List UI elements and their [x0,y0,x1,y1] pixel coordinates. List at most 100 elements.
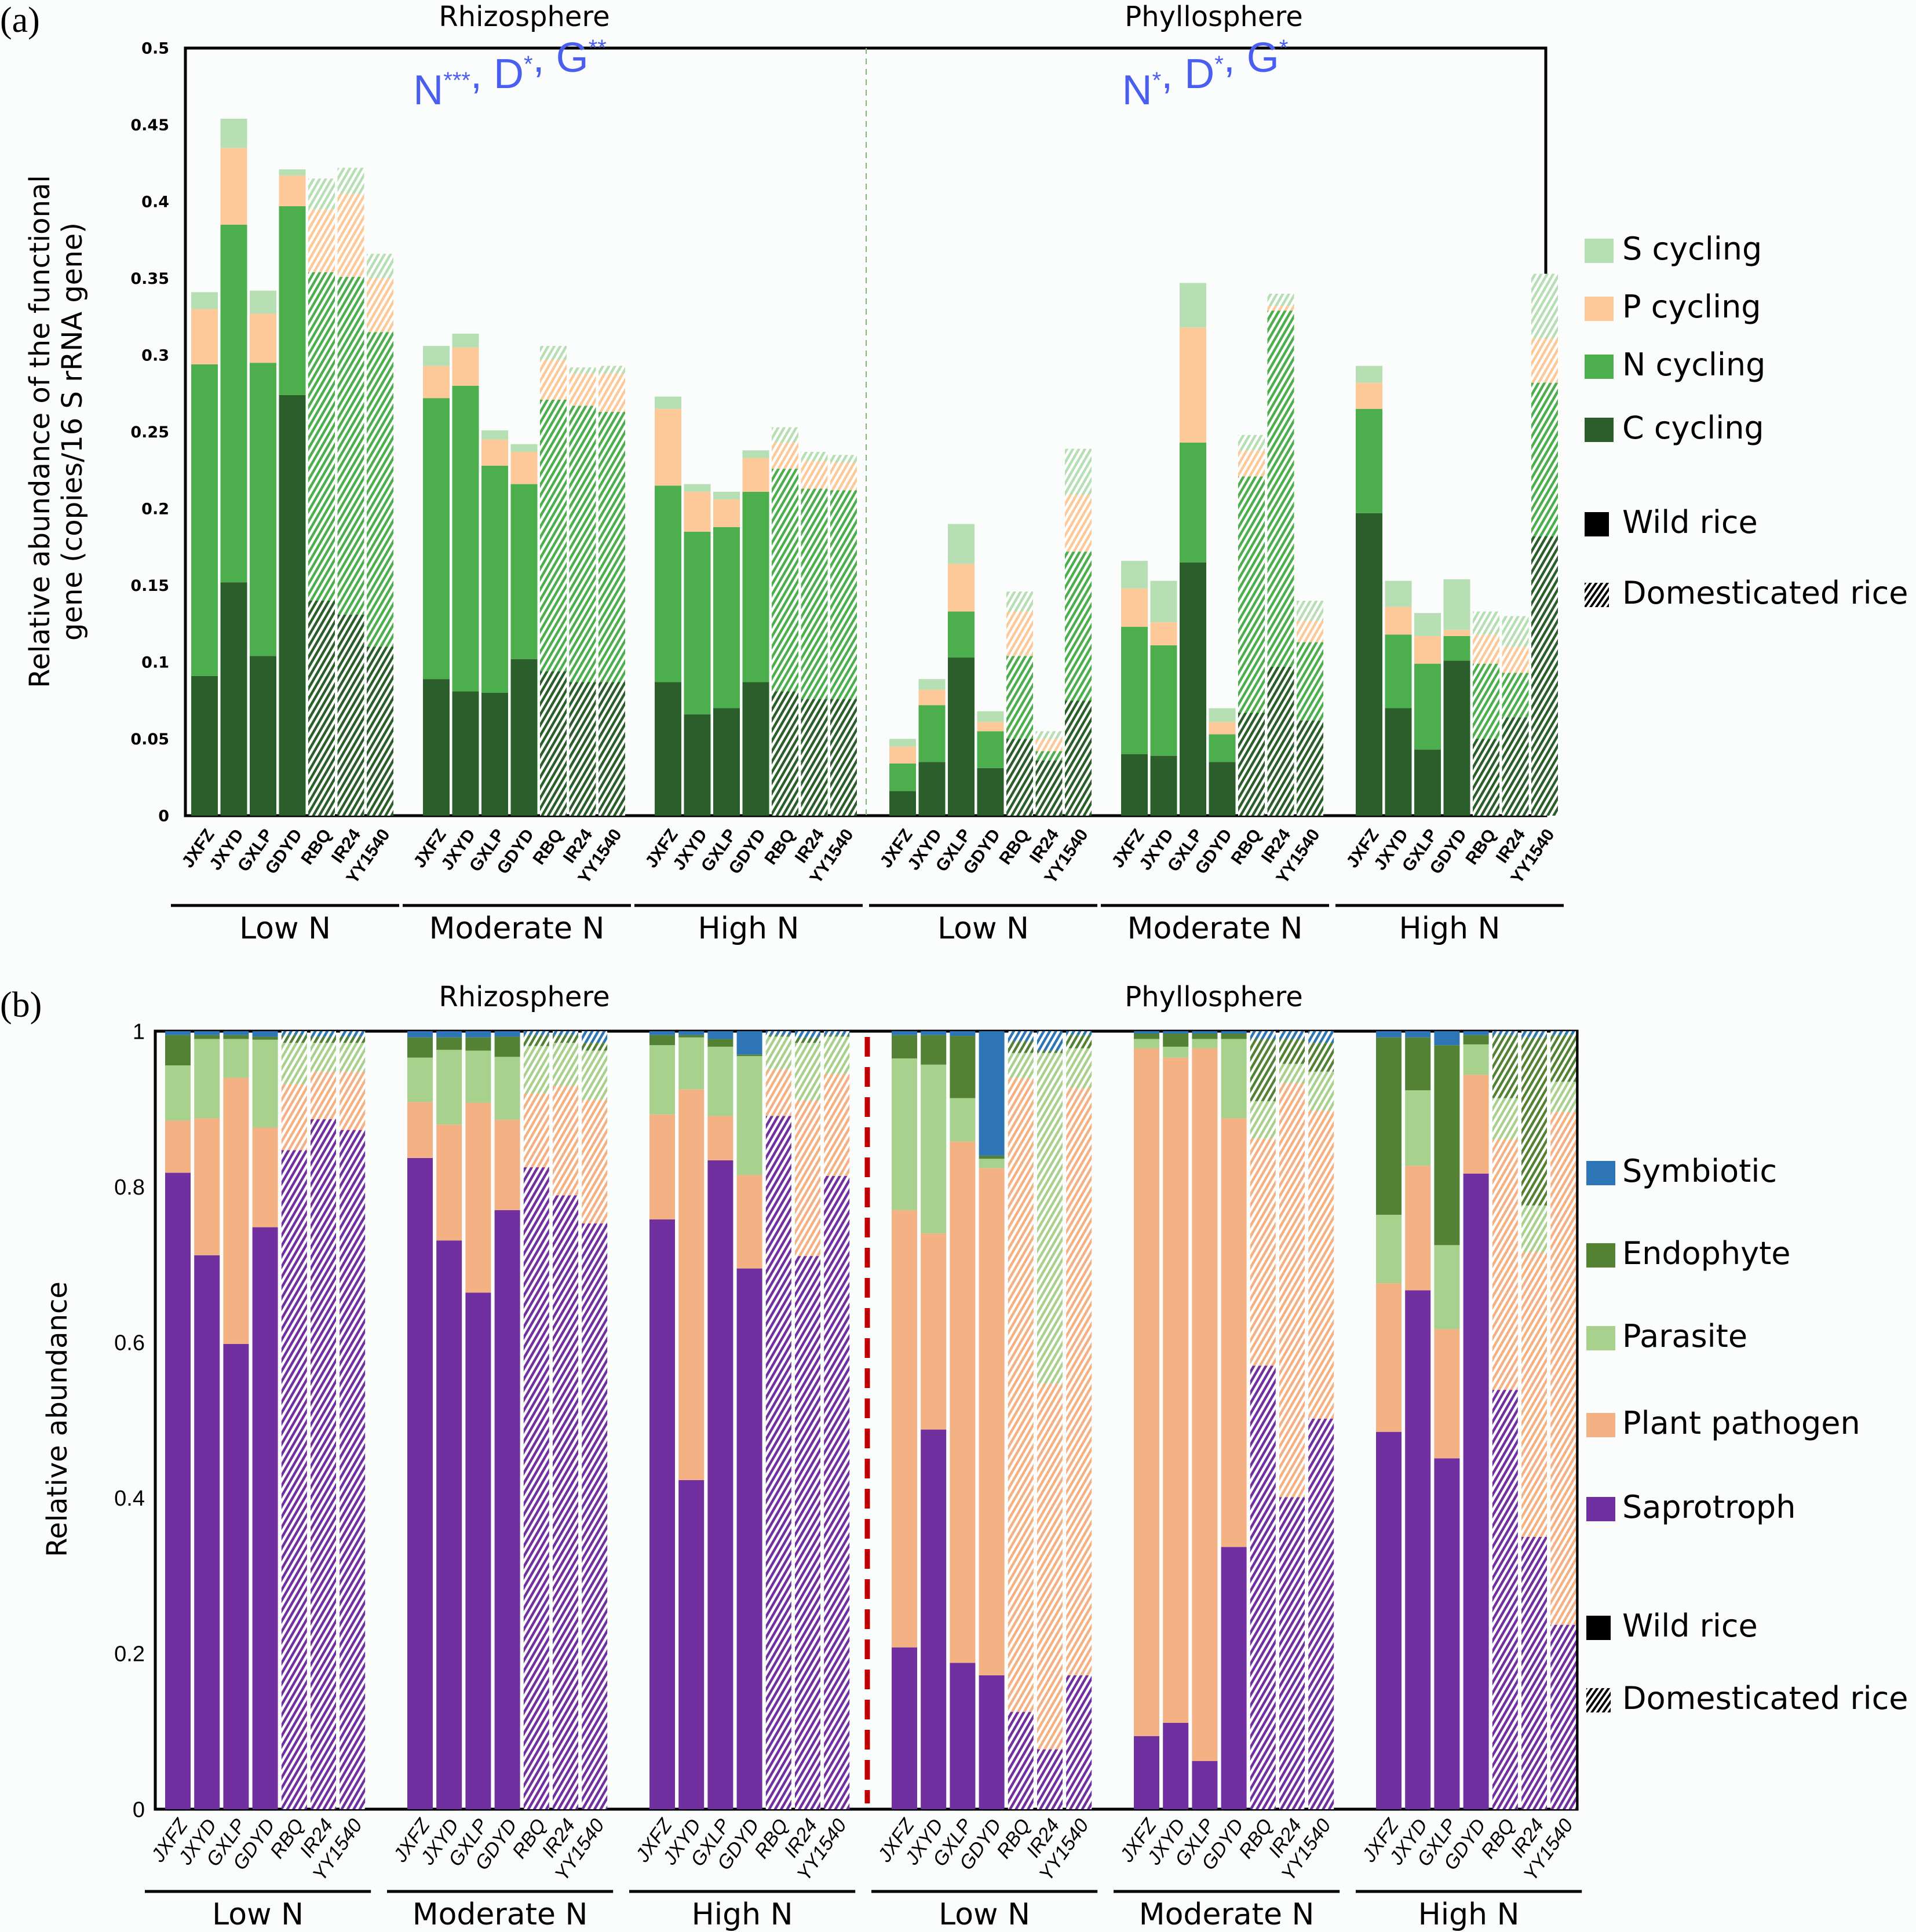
bar-segment-saprotroph [1250,1365,1276,1809]
bar-segment-saprotroph [1405,1290,1431,1809]
bar-segment-endophyte [1066,1035,1092,1049]
bar-segment-c-cycling [191,675,218,816]
bar-segment-plant-pathogen [1376,1283,1402,1432]
bar-segment-s-cycling [1150,580,1177,623]
bar-segment-c-cycling [1531,536,1558,816]
bar-segment-symbiotic [165,1031,191,1035]
annotation-factor: N [1122,67,1152,114]
bar-segment-n-cycling [713,527,740,708]
legend-label: Domesticated rice [1622,1680,1908,1716]
bar-segment-p-cycling [1414,636,1441,664]
bar-segment-c-cycling [510,659,538,816]
x-tick-label: RBQ [995,826,1033,868]
y-tick-label: 0.1 [141,653,169,671]
bar-segment-c-cycling [948,658,975,816]
bar-segment-c-cycling [279,395,306,816]
x-tick-label: RBQ [1462,826,1499,868]
bar-segment-p-cycling [1238,450,1265,477]
bar-segment-endophyte [1521,1037,1547,1206]
bar-segment-endophyte [736,1054,762,1056]
bar-segment-plant-pathogen [950,1141,976,1663]
bar-segment-endophyte [824,1035,850,1037]
bar-segment-endophyte [436,1037,462,1050]
legend-swatch-symbiotic [1586,1161,1615,1185]
legend-swatch-saprotroph [1586,1497,1615,1521]
bar-segment-parasite [1550,1082,1576,1112]
bar-segment-n-cycling [598,412,625,682]
bar-segment-plant-pathogen [765,1069,791,1116]
bar-segment-symbiotic [1521,1031,1547,1038]
bar-segment-symbiotic [1037,1031,1063,1051]
bar-segment-c-cycling [452,691,479,816]
bar-segment-n-cycling [1473,663,1499,739]
bar-segment-n-cycling [1209,734,1236,762]
bar-segment-parasite [795,1043,820,1101]
bar-segment-saprotroph [494,1210,520,1809]
bar-segment-parasite [979,1159,1005,1168]
bar-segment-plant-pathogen [892,1210,917,1648]
bar-segment-n-cycling [1065,552,1092,701]
x-tick-label: RBQ [761,826,798,868]
bar-segment-s-cycling [1414,613,1441,636]
bar-segment-parasite [707,1046,733,1116]
y-tick-label: 0.2 [114,1642,145,1667]
legend-label: Wild rice [1622,504,1758,540]
bar-segment-parasite [553,1043,578,1086]
bar-segment-s-cycling [337,167,364,194]
bar-segment-plant-pathogen [1308,1110,1334,1419]
group-label: Low N [212,1897,304,1932]
legend-swatch-domesticated-rice [1585,583,1609,607]
bar-segment-saprotroph [1066,1675,1092,1809]
bar-segment-c-cycling [977,768,1004,816]
bar-segment-n-cycling [1414,663,1441,750]
x-tick-label: RBQ [1227,826,1265,868]
bar-segment-n-cycling [948,611,975,658]
bar-segment-symbiotic [281,1031,307,1035]
bar-segment-s-cycling [977,711,1004,722]
legend-swatch-domesticated-rice [1586,1688,1611,1712]
group-label: High N [692,1897,793,1932]
bar-segment-n-cycling [1121,627,1148,754]
bar-segment-endophyte [553,1035,578,1043]
bar-segment-parasite [252,1039,278,1128]
x-tick-label: RBQ [1235,1815,1277,1862]
bar-segment-parasite [582,1050,608,1100]
bar-segment-n-cycling [1180,443,1206,563]
annotation-significance: * [524,52,533,77]
bar-segment-p-cycling [948,564,975,612]
legend-label: Endophyte [1622,1235,1791,1272]
bar-segment-symbiotic [950,1031,976,1036]
bar-segment-c-cycling [337,614,364,816]
bar-segment-plant-pathogen [1434,1329,1460,1459]
bar-segment-s-cycling [918,679,946,690]
bar-segment-saprotroph [1463,1173,1489,1809]
bar-segment-p-cycling [220,148,247,225]
x-tick-label: RBQ [508,1815,550,1862]
bar-segment-symbiotic [824,1031,850,1035]
bar-segment-saprotroph [649,1219,675,1809]
bar-segment-saprotroph [340,1130,366,1809]
bar-segment-p-cycling [250,313,276,363]
bar-segment-endophyte [1376,1037,1402,1215]
x-tick-label: RBQ [266,1815,308,1862]
legend-label: S cycling [1622,231,1762,267]
bar-segment-c-cycling [772,691,798,816]
bar-segment-n-cycling [655,485,681,682]
bar-segment-n-cycling [569,406,596,682]
bar-segment-parasite [1463,1044,1489,1075]
y-tick-label: 0.6 [114,1331,145,1356]
bar-segment-plant-pathogen [1463,1075,1489,1174]
bar-segment-endophyte [921,1035,947,1065]
y-tick-label: 0.05 [130,731,169,748]
bar-segment-saprotroph [765,1116,791,1809]
y-tick-label: 0.3 [141,346,169,364]
bar-segment-symbiotic [407,1031,433,1038]
bar-segment-plant-pathogen [523,1093,549,1168]
bar-segment-plant-pathogen [1521,1252,1547,1537]
bar-segment-endophyte [1279,1039,1305,1064]
group-label: High N [1399,911,1501,946]
bar-segment-symbiotic [1463,1031,1489,1035]
y-axis-label-line1: Relative abundance of the functional [24,175,56,688]
bar-segment-p-cycling [684,491,711,532]
